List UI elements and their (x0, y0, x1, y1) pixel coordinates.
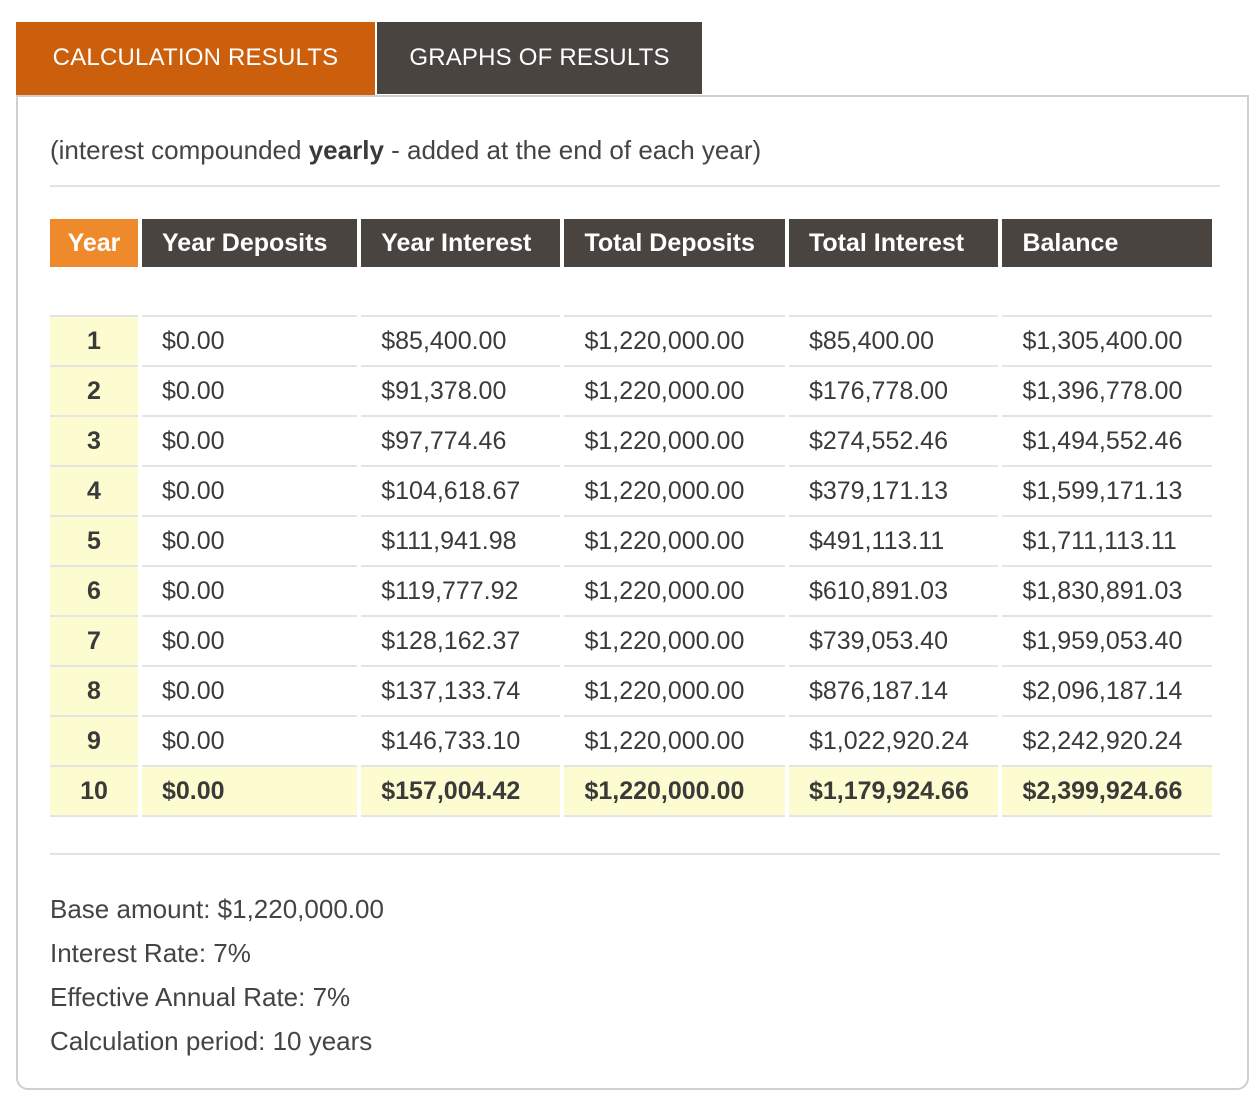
year-interest-cell: $119,777.92 (361, 567, 561, 617)
year-deposits-cell: $0.00 (142, 617, 358, 667)
table-row: 1 $0.00 $85,400.00 $1,220,000.00 $85,400.00 $… (50, 315, 1212, 367)
header-total-interest: Total Interest (788, 219, 999, 267)
table-row: 3 $0.00 $97,774.46 $1,220,000.00 $274,552.46… (50, 417, 1212, 467)
table-row: 8 $0.00 $137,133.74 $1,220,000.00 $876,187.1… (50, 667, 1212, 717)
tab-calculation-results[interactable]: CALCULATION RESULTS (16, 22, 375, 96)
divider (50, 853, 1220, 855)
calculation-summary: Base amount: $1,220,000.00 Interest Rate… (50, 887, 384, 1063)
results-table: Year Year Deposits Year Interest Total D… (46, 219, 1216, 817)
total-interest-cell: $876,187.14 (788, 667, 999, 717)
year-deposits-cell: $0.00 (142, 467, 358, 517)
results-panel: (interest compounded yearly - added at t… (16, 95, 1249, 1090)
year-interest-cell: $137,133.74 (361, 667, 561, 717)
year-interest-cell: $91,378.00 (361, 367, 561, 417)
balance-cell: $1,959,053.40 (1002, 617, 1212, 667)
year-cell: 6 (50, 567, 138, 617)
balance-cell: $1,830,891.03 (1002, 567, 1212, 617)
year-cell: 8 (50, 667, 138, 717)
header-balance: Balance (1002, 219, 1212, 267)
tab-graphs-of-results[interactable]: GRAPHS OF RESULTS (377, 22, 702, 94)
total-deposits-cell: $1,220,000.00 (564, 517, 785, 567)
year-deposits-cell: $0.00 (142, 767, 358, 817)
table-row: 4 $0.00 $104,618.67 $1,220,000.00 $379,171.1… (50, 467, 1212, 517)
total-interest-cell: $1,179,924.66 (788, 767, 999, 817)
year-cell: 10 (50, 767, 138, 817)
interest-rate: Interest Rate: 7% (50, 938, 251, 968)
header-year: Year (50, 219, 138, 267)
compounding-note: (interest compounded yearly - added at t… (50, 135, 761, 166)
year-deposits-cell: $0.00 (142, 367, 358, 417)
balance-cell: $1,494,552.46 (1002, 417, 1212, 467)
total-interest-cell: $176,778.00 (788, 367, 999, 417)
balance-cell: $2,096,187.14 (1002, 667, 1212, 717)
total-deposits-cell: $1,220,000.00 (564, 467, 785, 517)
year-interest-cell: $104,618.67 (361, 467, 561, 517)
year-interest-cell: $146,733.10 (361, 717, 561, 767)
total-interest-cell: $739,053.40 (788, 617, 999, 667)
year-deposits-cell: $0.00 (142, 517, 358, 567)
header-total-deposits: Total Deposits (564, 219, 785, 267)
balance-cell: $2,242,920.24 (1002, 717, 1212, 767)
table-row: 7 $0.00 $128,162.37 $1,220,000.00 $739,053.4… (50, 617, 1212, 667)
total-interest-cell: $1,022,920.24 (788, 717, 999, 767)
total-deposits-cell: $1,220,000.00 (564, 767, 785, 817)
total-interest-cell: $274,552.46 (788, 417, 999, 467)
table-row: 9 $0.00 $146,733.10 $1,220,000.00 $1,022,920… (50, 717, 1212, 767)
table-row: 2 $0.00 $91,378.00 $1,220,000.00 $176,778.00… (50, 367, 1212, 417)
divider (50, 185, 1220, 187)
result-tabs: CALCULATION RESULTS GRAPHS OF RESULTS (16, 22, 702, 96)
header-year-deposits: Year Deposits (142, 219, 358, 267)
year-cell: 7 (50, 617, 138, 667)
header-year-interest: Year Interest (361, 219, 561, 267)
year-interest-cell: $111,941.98 (361, 517, 561, 567)
year-deposits-cell: $0.00 (142, 717, 358, 767)
total-interest-cell: $379,171.13 (788, 467, 999, 517)
total-interest-cell: $610,891.03 (788, 567, 999, 617)
note-suffix: - added at the end of each year) (383, 135, 762, 165)
year-cell: 4 (50, 467, 138, 517)
year-cell: 1 (50, 315, 138, 367)
year-interest-cell: $97,774.46 (361, 417, 561, 467)
total-deposits-cell: $1,220,000.00 (564, 567, 785, 617)
year-cell: 9 (50, 717, 138, 767)
balance-cell: $1,305,400.00 (1002, 315, 1212, 367)
year-interest-cell: $128,162.37 (361, 617, 561, 667)
year-deposits-cell: $0.00 (142, 667, 358, 717)
balance-cell: $2,399,924.66 (1002, 767, 1212, 817)
note-prefix: (interest compounded (50, 135, 309, 165)
year-cell: 2 (50, 367, 138, 417)
total-deposits-cell: $1,220,000.00 (564, 717, 785, 767)
table-row: 10 $0.00 $157,004.42 $1,220,000.00 $1,179,92… (50, 767, 1212, 817)
total-deposits-cell: $1,220,000.00 (564, 315, 785, 367)
year-interest-cell: $85,400.00 (361, 315, 561, 367)
effective-annual-rate: Effective Annual Rate: 7% (50, 982, 351, 1012)
year-deposits-cell: $0.00 (142, 315, 358, 367)
table-header-row: Year Year Deposits Year Interest Total D… (50, 219, 1212, 267)
table-spacer (50, 267, 1212, 315)
note-frequency: yearly (308, 135, 384, 165)
balance-cell: $1,396,778.00 (1002, 367, 1212, 417)
table-row: 6 $0.00 $119,777.92 $1,220,000.00 $610,891.0… (50, 567, 1212, 617)
year-interest-cell: $157,004.42 (361, 767, 561, 817)
base-amount: Base amount: $1,220,000.00 (50, 894, 384, 924)
total-interest-cell: $491,113.11 (788, 517, 999, 567)
calculation-period: Calculation period: 10 years (50, 1026, 373, 1056)
year-cell: 5 (50, 517, 138, 567)
total-deposits-cell: $1,220,000.00 (564, 667, 785, 717)
balance-cell: $1,711,113.11 (1002, 517, 1212, 567)
table-row: 5 $0.00 $111,941.98 $1,220,000.00 $491,113.1… (50, 517, 1212, 567)
balance-cell: $1,599,171.13 (1002, 467, 1212, 517)
total-interest-cell: $85,400.00 (788, 315, 999, 367)
year-deposits-cell: $0.00 (142, 567, 358, 617)
total-deposits-cell: $1,220,000.00 (564, 417, 785, 467)
year-cell: 3 (50, 417, 138, 467)
total-deposits-cell: $1,220,000.00 (564, 367, 785, 417)
total-deposits-cell: $1,220,000.00 (564, 617, 785, 667)
year-deposits-cell: $0.00 (142, 417, 358, 467)
